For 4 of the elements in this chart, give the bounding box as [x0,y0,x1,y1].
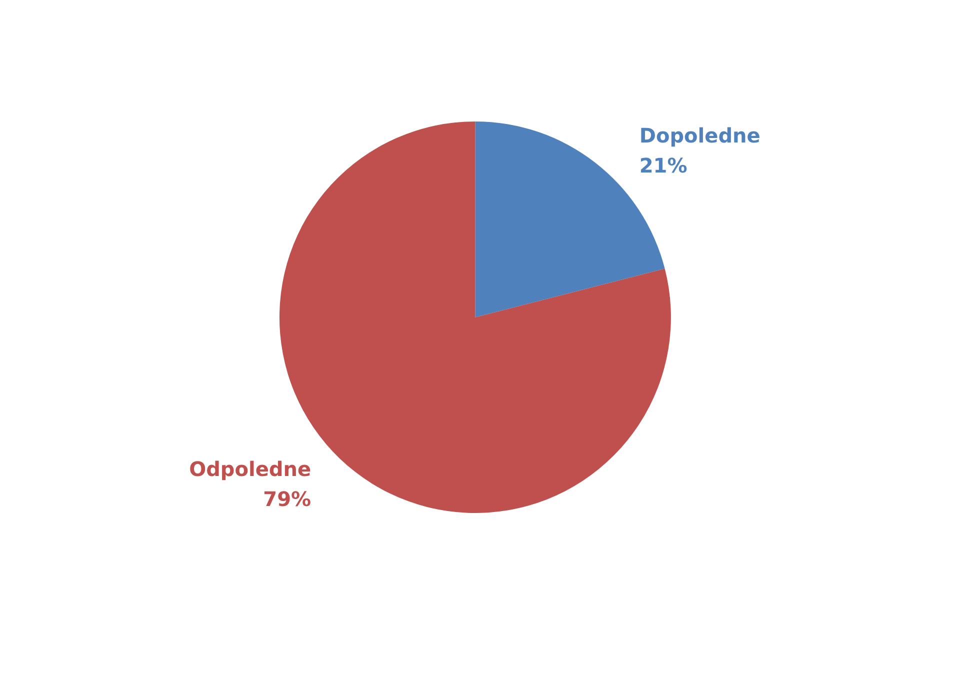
slice-label: Dopoledne [639,124,760,148]
data-label: 21% [639,154,688,178]
slice-label: Odpoledne [189,456,312,481]
data-label: 79% [263,486,312,511]
